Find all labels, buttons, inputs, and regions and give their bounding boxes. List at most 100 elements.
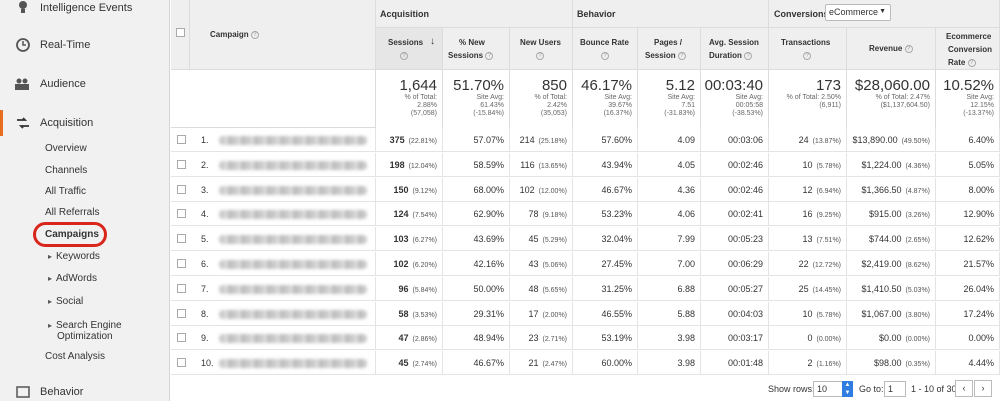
nav-real-time[interactable]: Real-Time bbox=[0, 36, 169, 54]
nav-seo-label-line2: Optimization bbox=[57, 331, 113, 342]
header-campaign[interactable]: Campaign ? bbox=[190, 0, 376, 70]
redacted-campaign-name[interactable] bbox=[219, 359, 367, 369]
help-icon[interactable]: ? bbox=[400, 52, 408, 60]
nav-campaigns[interactable]: Campaigns bbox=[45, 229, 99, 240]
nav-channels[interactable]: Channels bbox=[45, 165, 88, 176]
row-checkbox[interactable] bbox=[177, 209, 186, 219]
row-checkbox[interactable] bbox=[177, 358, 186, 368]
help-icon[interactable]: ? bbox=[803, 52, 811, 60]
col-revenue[interactable]: Revenue ? bbox=[847, 28, 936, 70]
help-icon[interactable]: ? bbox=[536, 52, 544, 60]
table-cell: 47 (2.86%) bbox=[376, 326, 443, 351]
revenue-pct: (3.26%) bbox=[905, 212, 930, 220]
col-ecommerce-conversion-rate[interactable]: Ecommerce Conversion Rate ? bbox=[936, 28, 1000, 70]
table-row[interactable]: 10. 45 (2.74%) 46.67% 21 (2.47%) 60.00% 3.98 00:… bbox=[171, 351, 1000, 376]
behavior-icon bbox=[14, 383, 32, 401]
nav-search-engine-optimization[interactable]: Search Engine bbox=[48, 320, 122, 331]
col-sessions[interactable]: Sessions ↓ ? bbox=[376, 28, 443, 70]
total-cell: 00:03:40 Site Avg: 00:05:58 (-38.53%) bbox=[701, 70, 769, 128]
help-icon[interactable]: ? bbox=[485, 51, 494, 60]
col-bounce-rate[interactable]: Bounce Rate ? bbox=[573, 28, 638, 70]
redacted-campaign-name[interactable] bbox=[219, 136, 367, 145]
help-icon[interactable]: ? bbox=[601, 52, 609, 60]
new-users-value: 214 bbox=[519, 135, 535, 145]
col-pages-session[interactable]: Pages / Session ? bbox=[638, 28, 701, 70]
row-checkbox[interactable] bbox=[177, 283, 186, 293]
nav-overview[interactable]: Overview bbox=[45, 143, 87, 154]
row-checkbox[interactable] bbox=[177, 333, 186, 343]
col-avg-session-duration[interactable]: Avg. Session Duration ? bbox=[701, 28, 769, 70]
redacted-campaign-name[interactable] bbox=[219, 160, 367, 170]
total-value: 850 bbox=[541, 77, 567, 94]
table-row[interactable]: 7. 96 (5.84%) 50.00% 48 (5.65%) 31.25% 6.88 00:0… bbox=[171, 276, 1000, 301]
transactions-pct: (9.25%) bbox=[816, 212, 841, 220]
table-row[interactable]: 4. 124 (7.54%) 62.90% 78 (9.18%) 53.23% 4.06 00:… bbox=[171, 202, 1000, 227]
table-row[interactable]: 3. 150 (9.12%) 68.00% 102 (12.00%) 46.67% 4.36 0… bbox=[171, 177, 1000, 202]
total-cell: 5.12 Site Avg: 7.51 (-31.83%) bbox=[638, 70, 701, 128]
redacted-campaign-name[interactable] bbox=[219, 309, 367, 319]
table-row[interactable]: 6. 102 (6.20%) 42.16% 43 (5.06%) 27.45% 7.00 00:… bbox=[171, 252, 1000, 276]
total-cell: 850% of Total: 2.42% (35,053) bbox=[510, 70, 573, 128]
table-cell: 00:04:03 bbox=[701, 301, 769, 326]
table-cell: 46.67% bbox=[443, 351, 510, 376]
nav-behavior[interactable]: Behavior bbox=[0, 383, 169, 401]
table-row[interactable]: 2. 198 (12.04%) 58.59% 116 (13.65%) 43.94% 4.05… bbox=[171, 152, 1000, 177]
revenue-pct: (4.87%) bbox=[905, 187, 930, 195]
prev-page-button[interactable]: ‹ bbox=[955, 380, 973, 397]
row-checkbox[interactable] bbox=[177, 184, 186, 194]
total-line: 61.43% bbox=[480, 102, 504, 109]
pages-session-value: 7.00 bbox=[677, 259, 695, 269]
table-cell: 13 (7.51%) bbox=[769, 227, 847, 252]
new-sessions-value: 46.67% bbox=[473, 358, 504, 369]
help-icon[interactable]: ? bbox=[744, 51, 753, 60]
nav-intelligence-events[interactable]: Intelligence Events bbox=[0, 0, 169, 16]
table-row[interactable]: 5. 103 (6.27%) 43.69% 45 (5.29%) 32.04% 7.99 00:… bbox=[171, 227, 1000, 252]
goto-input[interactable]: 1 bbox=[884, 381, 906, 397]
redacted-campaign-name[interactable] bbox=[219, 185, 367, 195]
select-all-checkbox[interactable] bbox=[176, 28, 185, 37]
table-cell: 46.55% bbox=[573, 301, 638, 326]
sessions-pct: (6.27%) bbox=[412, 237, 437, 245]
nav-cost-analysis[interactable]: Cost Analysis bbox=[45, 351, 106, 362]
table-cell: $13,890.00 (49.50%) bbox=[847, 128, 936, 152]
table-row[interactable]: 9. 47 (2.86%) 48.94% 23 (2.71%) 53.19% 3.98 00:0… bbox=[171, 326, 1000, 351]
table-cell: $1,067.00 (3.80%) bbox=[847, 301, 936, 326]
col-transactions[interactable]: Transactions ? bbox=[769, 28, 847, 70]
nav-keywords[interactable]: Keywords bbox=[48, 251, 100, 262]
next-page-button[interactable]: › bbox=[974, 380, 992, 397]
new-users-value: 45 bbox=[528, 234, 539, 245]
nav-acquisition[interactable]: Acquisition bbox=[0, 114, 169, 132]
help-icon[interactable]: ? bbox=[904, 44, 913, 53]
nav-adwords[interactable]: AdWords bbox=[48, 273, 97, 284]
row-checkbox[interactable] bbox=[177, 135, 186, 144]
col-new-users[interactable]: New Users ? bbox=[510, 28, 573, 70]
nav-all-traffic[interactable]: All Traffic bbox=[45, 186, 86, 197]
nav-all-referrals[interactable]: All Referrals bbox=[45, 207, 100, 218]
help-icon[interactable]: ? bbox=[967, 58, 976, 67]
table-cell: $0.00 (0.00%) bbox=[847, 326, 936, 351]
row-checkbox[interactable] bbox=[177, 308, 186, 318]
table-cell: 68.00% bbox=[443, 177, 510, 202]
row-checkbox[interactable] bbox=[177, 234, 186, 244]
nav-social[interactable]: Social bbox=[48, 296, 83, 307]
table-cell: 00:02:46 bbox=[701, 177, 769, 202]
table-row[interactable]: 8. 58 (3.53%) 29.31% 17 (2.00%) 46.55% 5.88 00:0… bbox=[171, 301, 1000, 326]
redacted-campaign-name[interactable] bbox=[219, 284, 367, 294]
table-row[interactable]: 1. 375 (22.81%) 57.07% 214 (25.18%) 57.60% 4.09… bbox=[171, 128, 1000, 152]
row-checkbox[interactable] bbox=[177, 159, 186, 169]
conversion-rate-value: 5.05% bbox=[968, 159, 994, 170]
redacted-campaign-name[interactable] bbox=[219, 210, 367, 220]
pagination-footer: Show rows: 10 ▲ ▼ Go to: 1 1 - 10 of 30 ‹ … bbox=[171, 376, 1000, 401]
redacted-campaign-name[interactable] bbox=[219, 260, 367, 269]
col-new-sessions[interactable]: % New Sessions ? bbox=[443, 28, 510, 70]
table-cell: 10 (5.78%) bbox=[769, 152, 847, 177]
help-icon[interactable]: ? bbox=[677, 51, 686, 60]
help-icon[interactable]: ? bbox=[250, 30, 259, 39]
conversions-select[interactable]: eCommerce ▼ bbox=[825, 4, 891, 21]
row-checkbox[interactable] bbox=[177, 259, 186, 268]
redacted-campaign-name[interactable] bbox=[219, 334, 367, 344]
revenue-pct: (2.65%) bbox=[905, 237, 930, 245]
show-rows-select[interactable]: 10 ▲ ▼ bbox=[813, 381, 853, 397]
redacted-campaign-name[interactable] bbox=[219, 235, 367, 245]
nav-audience[interactable]: Audience bbox=[0, 75, 169, 93]
